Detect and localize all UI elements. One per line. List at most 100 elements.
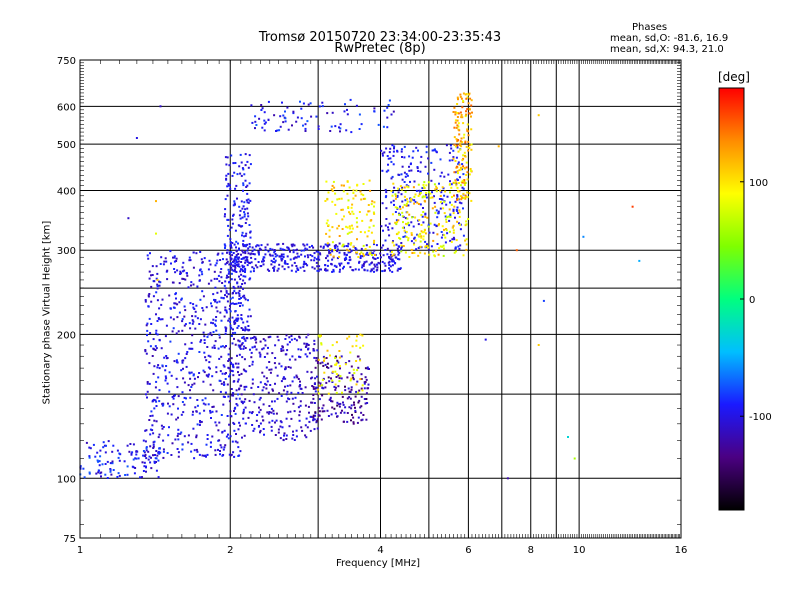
data-point	[217, 347, 220, 350]
data-point	[165, 260, 168, 263]
data-point	[449, 144, 452, 147]
data-point	[271, 254, 274, 257]
data-point	[387, 169, 390, 172]
data-point	[181, 320, 184, 323]
data-point	[567, 436, 569, 438]
data-point	[147, 340, 150, 343]
data-point	[127, 217, 130, 220]
data-point	[157, 317, 160, 320]
data-point	[155, 380, 158, 383]
data-point	[145, 446, 148, 449]
data-point	[237, 224, 240, 227]
data-point	[321, 394, 324, 397]
data-point	[240, 343, 243, 346]
data-point	[462, 192, 465, 195]
data-point	[218, 336, 221, 339]
data-point	[465, 166, 468, 169]
data-point	[234, 203, 236, 206]
data-point	[236, 173, 239, 176]
data-point	[362, 183, 365, 185]
data-point	[172, 397, 175, 400]
data-point	[406, 223, 409, 226]
data-point	[321, 361, 324, 364]
data-point	[339, 264, 341, 267]
data-point	[355, 104, 358, 107]
data-point	[162, 456, 165, 459]
data-point	[420, 224, 423, 226]
data-point	[315, 250, 318, 253]
data-point	[393, 244, 396, 247]
data-point	[401, 200, 404, 203]
data-point	[242, 251, 245, 254]
data-point	[219, 390, 222, 393]
data-point	[157, 376, 160, 379]
data-point	[243, 173, 246, 176]
data-point	[152, 372, 155, 375]
data-point	[353, 372, 356, 375]
data-point	[253, 253, 256, 256]
data-point	[420, 235, 423, 238]
data-point	[240, 314, 243, 316]
data-point	[239, 346, 242, 349]
data-point	[156, 287, 159, 290]
data-point	[239, 384, 242, 387]
data-point	[134, 467, 137, 469]
data-point	[326, 254, 329, 257]
data-point	[386, 106, 389, 109]
data-point	[206, 374, 209, 377]
data-point	[349, 243, 352, 246]
data-point	[461, 168, 463, 171]
data-point	[249, 262, 251, 265]
data-point	[422, 207, 424, 209]
data-point	[155, 277, 158, 280]
data-point	[320, 343, 323, 346]
data-point	[196, 399, 199, 401]
data-point	[327, 224, 330, 227]
data-point	[359, 255, 362, 258]
data-point	[324, 243, 327, 246]
data-point	[174, 438, 177, 441]
data-point	[370, 269, 373, 272]
data-point	[253, 345, 256, 348]
data-point	[336, 227, 339, 230]
data-point	[356, 380, 359, 383]
data-point	[338, 270, 341, 273]
data-point	[240, 318, 243, 321]
data-point	[392, 240, 394, 243]
data-point	[255, 245, 258, 248]
data-point	[327, 259, 330, 262]
data-point	[352, 212, 355, 215]
data-point	[158, 367, 161, 370]
data-point	[417, 183, 420, 186]
data-point	[231, 332, 234, 335]
data-point	[349, 248, 351, 251]
data-point	[274, 434, 277, 436]
data-point	[318, 105, 321, 108]
data-point	[304, 255, 306, 258]
data-point	[470, 148, 473, 151]
data-point	[317, 358, 320, 361]
data-point	[232, 380, 235, 383]
data-point	[232, 291, 234, 294]
data-point	[291, 397, 294, 400]
data-point	[193, 377, 196, 380]
data-point	[346, 420, 349, 423]
data-point	[355, 383, 358, 386]
data-point	[144, 350, 147, 353]
y-tick-label: 400	[57, 186, 76, 197]
data-point	[231, 254, 234, 257]
data-point	[262, 256, 265, 259]
data-point	[357, 366, 360, 369]
data-point	[233, 278, 236, 281]
data-point	[399, 205, 401, 208]
data-point	[215, 316, 218, 318]
data-point	[422, 211, 425, 213]
data-point	[384, 196, 387, 199]
data-point	[142, 470, 145, 472]
data-point	[207, 282, 210, 285]
data-point	[542, 299, 545, 302]
data-point	[181, 448, 184, 451]
data-point	[277, 428, 280, 431]
data-point	[429, 196, 432, 199]
data-point	[353, 401, 355, 404]
